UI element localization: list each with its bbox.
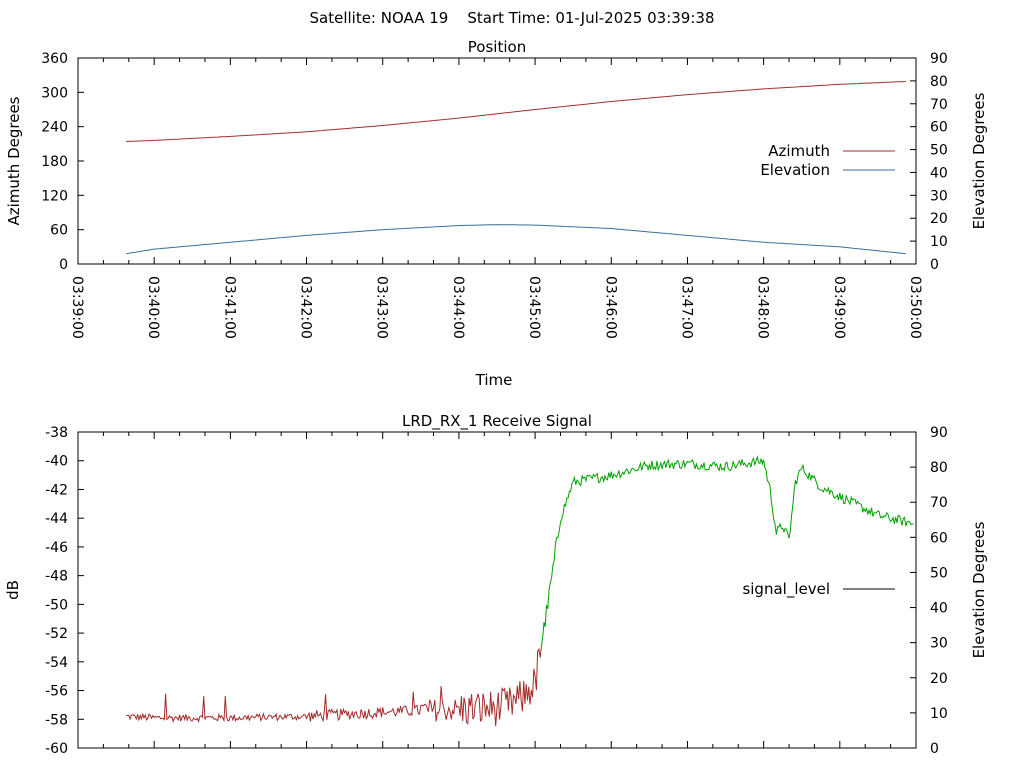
azimuth-axis-tick-label: 240 [41, 120, 68, 136]
db-axis-tick-label: -56 [45, 684, 68, 700]
position-y-axis-label: Azimuth Degrees [5, 96, 23, 225]
db-axis-tick-label: -46 [45, 540, 68, 556]
db-axis-tick-label: -38 [45, 425, 68, 441]
time-tick-label: 03:43:00 [374, 276, 390, 339]
position-y2-axis-label: Elevation Degrees [970, 92, 988, 229]
elevation-axis-tick-label: 80 [930, 460, 948, 476]
elevation-axis-tick-label: 60 [930, 120, 948, 136]
time-tick-label: 03:45:00 [526, 276, 542, 339]
db-axis-tick-label: -52 [45, 626, 68, 642]
db-axis-tick-label: -60 [45, 741, 68, 757]
legend-label-signal-level: signal_level [742, 580, 830, 599]
time-tick-label: 03:47:00 [678, 276, 694, 339]
elevation-axis-tick-label: 20 [930, 671, 948, 687]
position-chart: Position 0 60 120 180 240 300 360 0 10 20 30 40 50 60… [5, 38, 988, 389]
elevation-axis-tick-label: 10 [930, 234, 948, 250]
elevation-axis-tick-label: 0 [930, 257, 939, 273]
signal-y-axis-label: dB [4, 580, 22, 600]
elevation-axis-tick-label: 10 [930, 706, 948, 722]
db-axis-tick-label: -58 [45, 712, 68, 728]
azimuth-axis-tick-label: 0 [59, 257, 68, 273]
db-axis-tick-label: -54 [45, 655, 68, 671]
legend-label-azimuth: Azimuth [768, 142, 830, 160]
elevation-axis-tick-label: 40 [930, 165, 948, 181]
elevation-axis-tick-label: 90 [930, 425, 948, 441]
time-tick-label: 03:44:00 [450, 276, 466, 339]
elevation-axis-tick-label: 50 [930, 565, 948, 581]
db-axis-tick-label: -48 [45, 569, 68, 585]
legend-label-elevation: Elevation [760, 161, 830, 179]
db-axis-tick-label: -44 [45, 511, 68, 527]
elevation-axis-tick-label: 70 [930, 97, 948, 113]
elevation-axis-tick-label: 40 [930, 601, 948, 617]
elevation-axis-tick-label: 0 [930, 741, 939, 757]
page-title: Satellite: NOAA 19 Start Time: 01-Jul-20… [310, 9, 715, 27]
time-tick-label: 03:39:00 [69, 276, 85, 339]
time-tick-label: 03:48:00 [755, 276, 771, 339]
azimuth-axis-tick-label: 120 [41, 188, 68, 204]
time-tick-label: 03:42:00 [298, 276, 314, 339]
time-tick-label: 03:40:00 [145, 276, 161, 339]
elevation-axis-tick-label: 80 [930, 74, 948, 90]
db-axis-tick-label: -42 [45, 482, 68, 498]
signal-chart: LRD_RX_1 Receive Signal -60 -58 -56 -54 -52 -… [4, 412, 988, 757]
azimuth-axis-tick-label: 360 [41, 51, 68, 67]
elevation-axis-tick-label: 90 [930, 51, 948, 67]
signal-chart-title: LRD_RX_1 Receive Signal [402, 412, 592, 431]
position-x-axis-label: Time [475, 371, 513, 389]
elevation-axis-tick-label: 30 [930, 636, 948, 652]
time-tick-label: 03:49:00 [831, 276, 847, 339]
time-tick-label: 03:50:00 [907, 276, 923, 339]
signal-level-series-line-high [540, 454, 914, 647]
db-axis-tick-label: -40 [45, 454, 68, 470]
elevation-axis-tick-label: 60 [930, 530, 948, 546]
azimuth-series-line [126, 81, 906, 142]
signal-y2-axis-label: Elevation Degrees [970, 521, 988, 658]
time-tick-label: 03:46:00 [602, 276, 618, 339]
azimuth-axis-tick-label: 180 [41, 154, 68, 170]
azimuth-axis-tick-label: 300 [41, 85, 68, 101]
elevation-axis-tick-label: 50 [930, 143, 948, 159]
time-tick-label: 03:41:00 [221, 276, 237, 339]
elevation-axis-tick-label: 70 [930, 495, 948, 511]
elevation-series-line [126, 224, 906, 255]
elevation-axis-tick-label: 30 [930, 188, 948, 204]
signal-plot-frame [77, 431, 917, 749]
db-axis-tick-label: -50 [45, 597, 68, 613]
azimuth-axis-tick-label: 60 [50, 223, 68, 239]
position-chart-title: Position [468, 38, 526, 56]
signal-level-series-line-low [126, 646, 542, 727]
elevation-axis-tick-label: 20 [930, 211, 948, 227]
